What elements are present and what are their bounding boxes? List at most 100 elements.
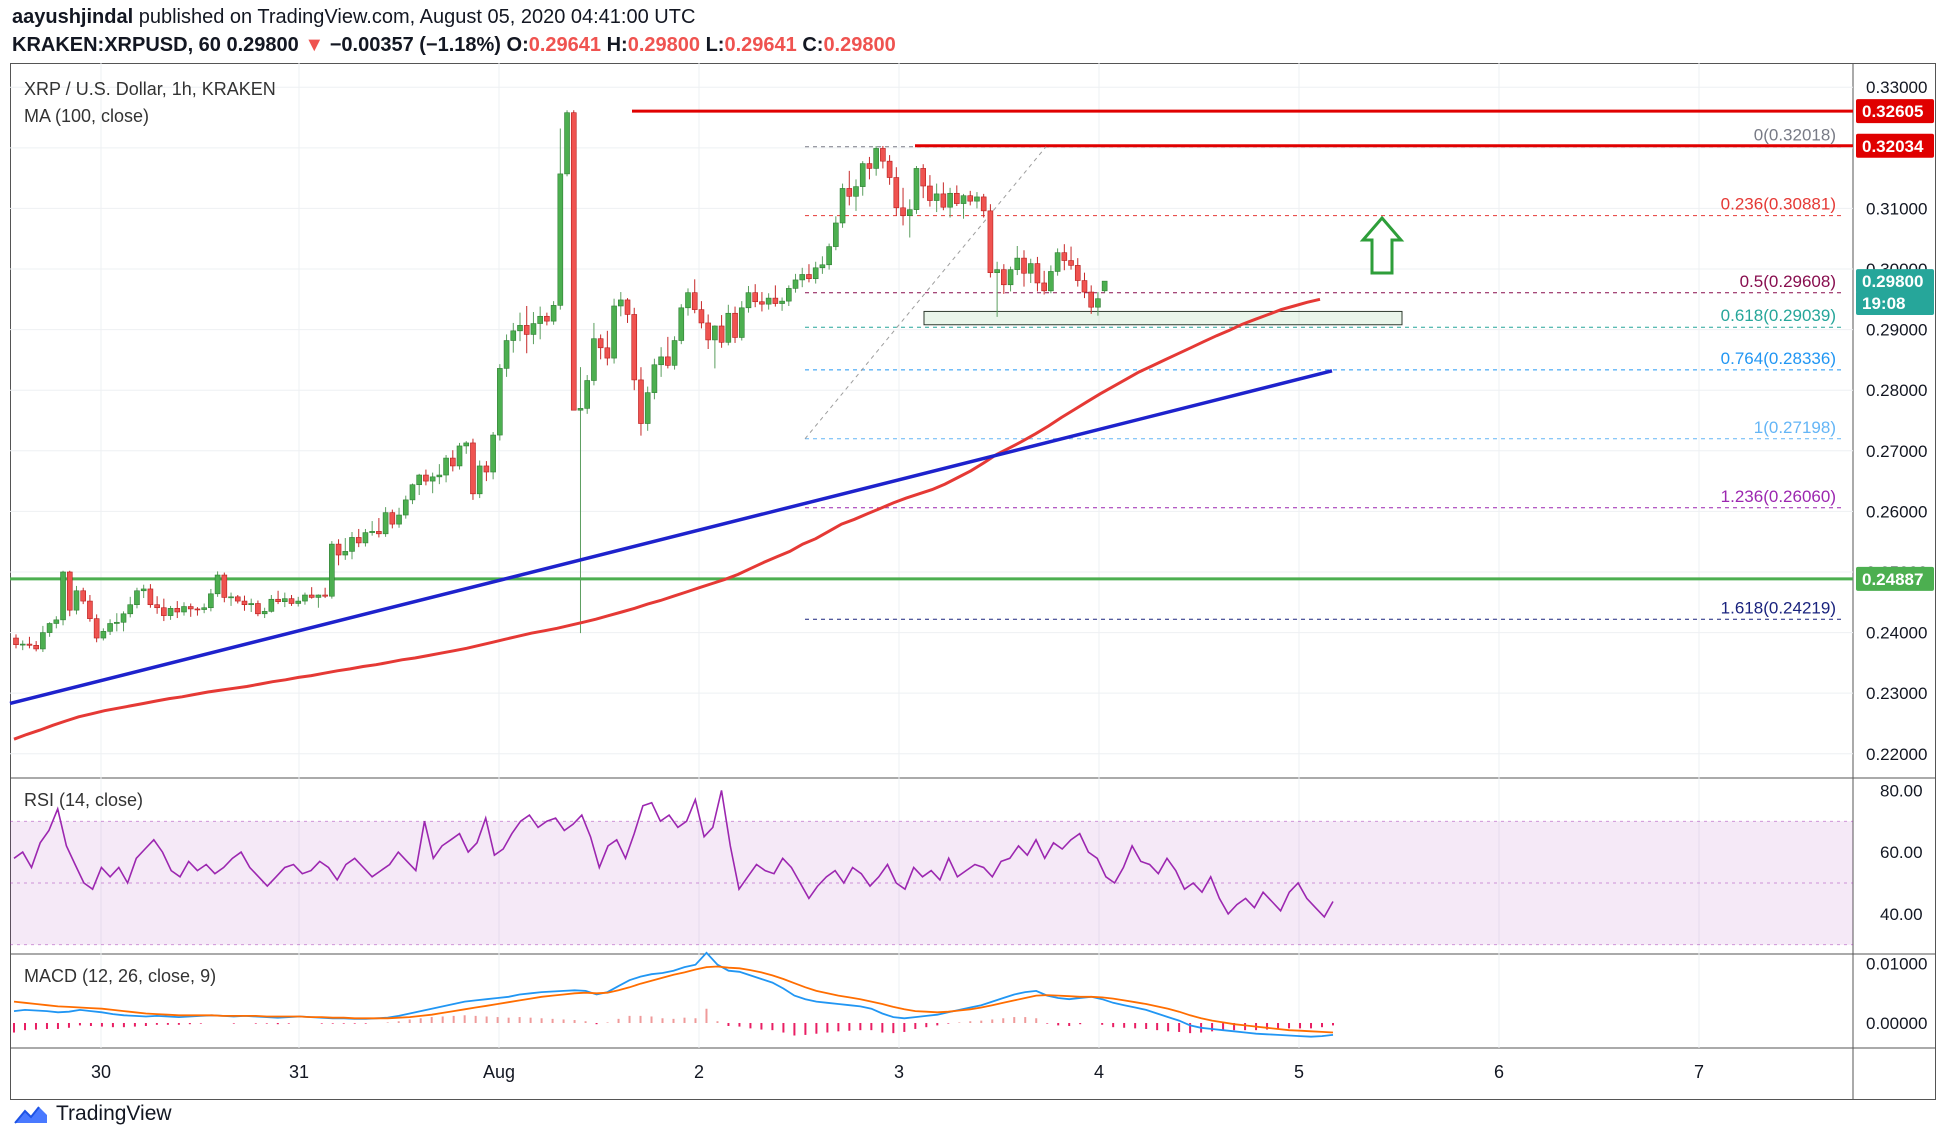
candle-down (846, 188, 853, 197)
candle-up (40, 632, 46, 650)
candle-down (470, 442, 476, 495)
price-tick-label: 0.23000 (1866, 684, 1927, 703)
candle-down (147, 588, 154, 606)
candle-down (893, 177, 900, 209)
ma-legend: MA (100, close) (24, 106, 150, 126)
candle-up (463, 442, 470, 447)
candle-up (416, 474, 423, 486)
rsi-legend: RSI (14, close) (24, 790, 144, 810)
candle-up (799, 274, 806, 281)
candle-down (698, 309, 705, 324)
candle-up (584, 380, 591, 409)
candle-up (261, 611, 268, 615)
candle-down (691, 292, 698, 310)
candle-up (140, 588, 147, 592)
candle-up (107, 623, 113, 632)
candle-up (550, 305, 557, 322)
open-value: 0.29641 (528, 34, 602, 56)
candle-down (604, 347, 611, 359)
candle-down (93, 618, 100, 639)
candle-up (651, 364, 658, 393)
candle-down (154, 604, 160, 609)
candle-down (1034, 263, 1041, 284)
publish-text: published on TradingView.com, August 05,… (138, 6, 696, 28)
tradingview-logo-icon (14, 1106, 47, 1124)
candle-up (114, 621, 120, 624)
candle-down (544, 315, 550, 322)
candle-down (987, 210, 994, 273)
candle-up (100, 631, 107, 639)
candle-up (933, 193, 940, 201)
time-axis-label: 3 (894, 1062, 904, 1082)
fib-level-label: 0.618(0.29039) (1721, 306, 1836, 325)
price-tick-label: 0.28000 (1866, 381, 1927, 400)
candle-down (66, 571, 73, 611)
candle-up (557, 173, 564, 306)
rsi-band (10, 821, 1853, 945)
candle-up (134, 590, 140, 606)
candle-up (214, 574, 221, 595)
fib-level-label: 0.236(0.30881) (1721, 195, 1836, 214)
candle-down (631, 314, 638, 381)
rsi-tick-label: 60.00 (1880, 843, 1923, 862)
candle-up (456, 445, 463, 467)
candle-up (73, 590, 80, 611)
candle-up (725, 312, 732, 343)
time-axis-label: 7 (1694, 1062, 1704, 1082)
price-tick-label: 0.26000 (1866, 502, 1927, 521)
fib-trend-line (804, 146, 1047, 440)
candle-down (866, 163, 873, 169)
time-axis-label: 31 (289, 1062, 309, 1082)
candle-down (940, 193, 947, 208)
candle-down (389, 512, 396, 525)
candle-up (53, 619, 60, 624)
candle-down (523, 325, 530, 335)
candle-up (517, 325, 523, 332)
candle-up (369, 531, 375, 533)
time-axis-label: 4 (1094, 1062, 1104, 1082)
candle-up (644, 392, 651, 424)
main-pane-title: XRP / U.S. Dollar, 1h, KRAKEN (24, 79, 276, 99)
low-value: 0.29641 (724, 34, 797, 56)
candle-down (483, 465, 490, 473)
candle-up (785, 288, 792, 302)
candle-down (241, 600, 248, 606)
macd-legend: MACD (12, 26, close, 9) (24, 966, 217, 986)
fib-level-label: 1.618(0.24219) (1721, 598, 1836, 617)
candle-up (833, 222, 839, 247)
candle-up (530, 323, 537, 335)
candle-down (275, 598, 281, 602)
candle-down (900, 207, 906, 216)
macd-tick-label: 0.00000 (1866, 1014, 1927, 1033)
author-name[interactable]: aayushjindal (12, 6, 134, 28)
candle-up (409, 484, 416, 501)
candle-up (712, 325, 718, 341)
tradingview-logo[interactable]: TradingView (14, 1102, 172, 1126)
fib-level-label: 0(0.32018) (1754, 126, 1836, 145)
symbol-label: KRAKEN:XRPUSD, 60 (12, 34, 221, 56)
candle-up (1014, 257, 1021, 270)
brand-name: TradingView (56, 1102, 172, 1125)
candle-up (765, 297, 772, 305)
price-tick-label: 0.24000 (1866, 624, 1927, 643)
candle-up (859, 163, 866, 187)
candle-down (376, 531, 382, 535)
price-tick-label: 0.29000 (1866, 321, 1927, 340)
candle-up (167, 608, 174, 616)
high-value: 0.29800 (627, 34, 701, 56)
candle-up (443, 457, 449, 476)
macd-tick-label: 0.01000 (1866, 955, 1927, 974)
candle-up (792, 279, 799, 289)
down-arrow-icon: ▼ (304, 34, 325, 56)
price-label-text: 0.32034 (1862, 137, 1924, 156)
candle-up (611, 305, 617, 359)
candle-up (342, 551, 349, 556)
candle-down (194, 608, 201, 611)
candle-up (779, 300, 785, 304)
candle-up (812, 267, 819, 280)
candle-up (1048, 271, 1054, 292)
candle-up (490, 434, 496, 473)
candle-down (570, 112, 577, 411)
candle-down (1001, 269, 1007, 286)
